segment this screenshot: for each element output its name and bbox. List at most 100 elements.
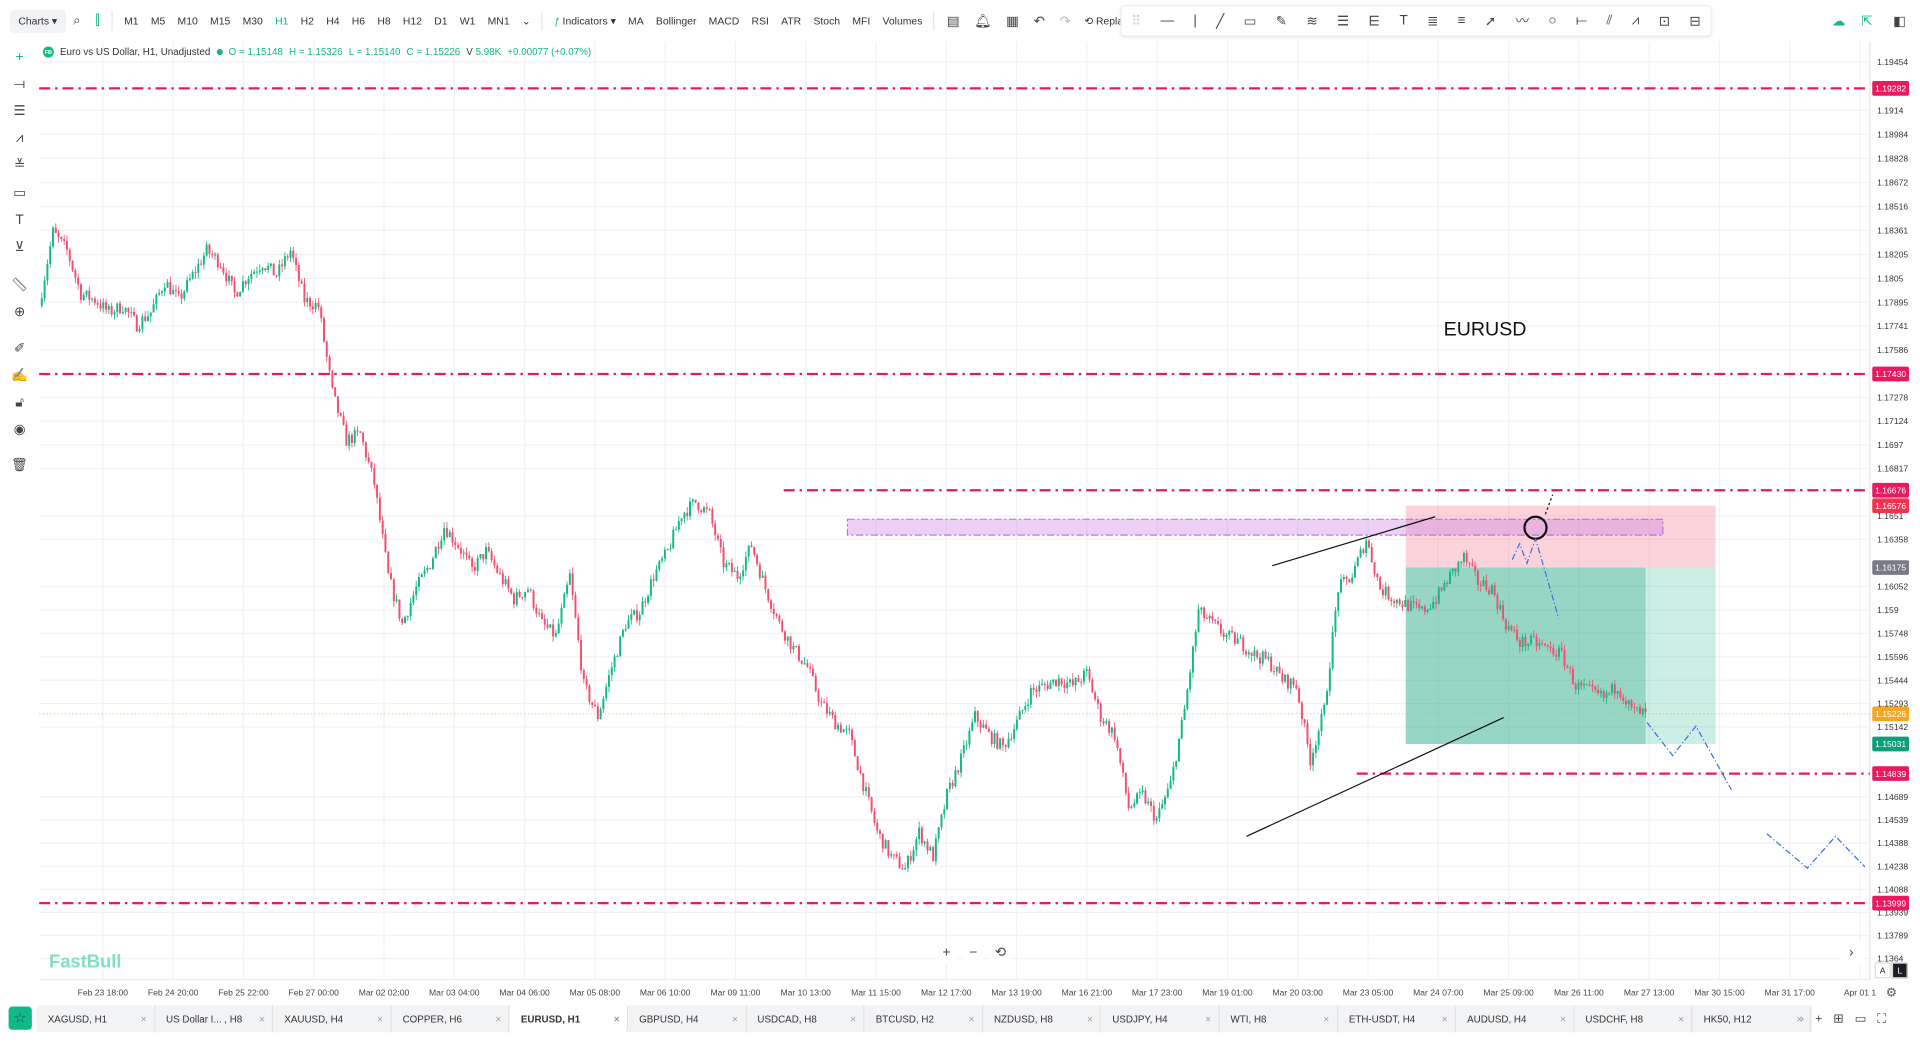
redo-icon[interactable]: ↷ bbox=[1059, 14, 1071, 29]
timeframe-w1[interactable]: W1 bbox=[459, 14, 476, 27]
forecast-path-2[interactable] bbox=[1646, 722, 1732, 791]
timeframe-m30[interactable]: M30 bbox=[242, 14, 263, 27]
draw-mode-icon[interactable]: ✍ bbox=[11, 368, 28, 384]
symbol-tab[interactable]: WTI, H8 × bbox=[1220, 1005, 1338, 1033]
undo-icon[interactable]: ↶ bbox=[1033, 14, 1045, 29]
symbol-tab[interactable]: EURUSD, H1 × bbox=[509, 1005, 629, 1033]
pattern-tool-icon[interactable]: ⩘ bbox=[15, 131, 24, 146]
symbol-tab[interactable]: USDCAD, H8 × bbox=[746, 1005, 865, 1033]
ray-icon[interactable]: ⟝ bbox=[1575, 12, 1588, 28]
timeframe-h6[interactable]: H6 bbox=[351, 14, 366, 27]
symbol-name[interactable]: Euro vs US Dollar, H1, Unadjusted bbox=[60, 46, 211, 58]
scroll-right-button[interactable]: › bbox=[1840, 941, 1863, 964]
replay-button[interactable]: ⟲ Replay bbox=[1084, 14, 1129, 27]
close-tab-icon[interactable]: × bbox=[1205, 1013, 1211, 1025]
single-layout-icon[interactable]: ▭ bbox=[1854, 1012, 1867, 1026]
symbol-tab[interactable]: XAUUSD, H4 × bbox=[273, 1005, 392, 1033]
close-tab-icon[interactable]: × bbox=[495, 1013, 502, 1025]
vertical-line-icon[interactable]: | bbox=[1193, 13, 1197, 29]
lock-icon[interactable]: 🔓︎ bbox=[15, 395, 24, 411]
close-tab-icon[interactable]: × bbox=[850, 1013, 857, 1025]
stop-loss-zone[interactable] bbox=[1405, 505, 1716, 568]
indicator-stoch[interactable]: Stoch bbox=[813, 14, 841, 27]
chart-annotation-text[interactable]: EURUSD bbox=[1443, 319, 1527, 341]
timeframe-more-chevron-icon[interactable]: ⌄ bbox=[521, 14, 531, 27]
timeframe-h1[interactable]: H1 bbox=[275, 14, 289, 27]
charts-menu-button[interactable]: Charts ▾ bbox=[9, 9, 66, 33]
layout-icon[interactable]: ▤ bbox=[946, 14, 960, 29]
forecast-path-1[interactable] bbox=[1511, 536, 1560, 619]
candle-type-icon[interactable]: ⫿ bbox=[95, 12, 100, 28]
indicators-button[interactable]: ƒ Indicators ▾ bbox=[553, 14, 616, 27]
eye-icon[interactable]: ◉ bbox=[13, 422, 26, 438]
long-position-icon[interactable]: ⊡ bbox=[1658, 14, 1671, 29]
grid-layout-icon[interactable]: ⊞ bbox=[1833, 1012, 1844, 1026]
symbol-tab[interactable]: COPPER, H6 × bbox=[392, 1005, 510, 1033]
drag-handle-icon[interactable]: ⠿ bbox=[1131, 14, 1142, 29]
timeframe-m5[interactable]: M5 bbox=[150, 14, 166, 27]
arrow-icon[interactable]: ➚ bbox=[1484, 14, 1497, 29]
trash-icon[interactable]: 🗑︎ bbox=[11, 457, 29, 473]
close-tab-icon[interactable]: × bbox=[1796, 1013, 1803, 1025]
fullscreen-icon[interactable]: ⛶ bbox=[1877, 1012, 1886, 1026]
crosshair-icon[interactable]: + bbox=[15, 50, 24, 65]
close-tab-icon[interactable]: × bbox=[968, 1013, 975, 1025]
symbol-tab[interactable]: USDCHF, H8 × bbox=[1574, 1005, 1693, 1033]
rectangle-icon[interactable]: ▭ bbox=[1243, 14, 1257, 29]
zoom-in-button[interactable]: + bbox=[935, 941, 958, 964]
magnet-icon[interactable]: ✐ bbox=[13, 341, 26, 357]
line-tool-icon[interactable]: ⟞ bbox=[13, 77, 26, 92]
symbol-tab[interactable]: BTCUSD, H2 × bbox=[865, 1005, 983, 1033]
text-icon[interactable]: T bbox=[1399, 13, 1408, 29]
trend-line-icon[interactable]: ╱ bbox=[1216, 14, 1225, 29]
symbol-tab[interactable]: NZDUSD, H8 × bbox=[983, 1005, 1102, 1033]
timeframe-mn1[interactable]: MN1 bbox=[487, 14, 510, 27]
timeframe-h12[interactable]: H12 bbox=[402, 14, 422, 27]
cloud-upload-icon[interactable]: ☁ bbox=[1831, 14, 1846, 29]
projection-tool-icon[interactable]: ≚ bbox=[13, 157, 26, 173]
close-tab-icon[interactable]: × bbox=[1560, 1013, 1566, 1025]
horizontal-line-icon[interactable]: — bbox=[1160, 13, 1174, 29]
close-tab-icon[interactable]: × bbox=[1086, 1013, 1093, 1025]
close-tab-icon[interactable]: × bbox=[732, 1013, 738, 1025]
indicator-ma[interactable]: MA bbox=[628, 14, 644, 27]
indicator-bollinger[interactable]: Bollinger bbox=[655, 14, 697, 27]
close-tab-icon[interactable]: × bbox=[1441, 1013, 1448, 1025]
symbol-tab[interactable]: HK50, H12 × bbox=[1693, 1005, 1811, 1033]
levels-icon[interactable]: ≡ bbox=[1457, 13, 1466, 29]
favorites-star-button[interactable]: ☆ bbox=[8, 1006, 32, 1030]
calendar-icon[interactable]: ▦ bbox=[1006, 14, 1019, 29]
take-profit-zone[interactable] bbox=[1405, 567, 1716, 744]
timeframe-h4[interactable]: H4 bbox=[326, 14, 340, 27]
symbol-tab[interactable]: AUDUSD, H4 × bbox=[1456, 1005, 1575, 1033]
gann-icon[interactable]: ≣ bbox=[1427, 14, 1439, 29]
channel-icon[interactable]: ≋ bbox=[1306, 14, 1318, 29]
pitchfork-icon[interactable]: ⋿ bbox=[1368, 14, 1381, 29]
timeframe-h2[interactable]: H2 bbox=[300, 14, 314, 27]
forecast-path-3[interactable] bbox=[1766, 833, 1866, 870]
close-tab-icon[interactable]: × bbox=[613, 1013, 620, 1025]
shape-tool-icon[interactable]: ▭ bbox=[13, 186, 26, 201]
zoom-out-button[interactable]: − bbox=[962, 941, 985, 964]
close-tab-icon[interactable]: × bbox=[377, 1013, 384, 1025]
short-position-icon[interactable]: ⊟ bbox=[1689, 14, 1701, 29]
settings-gear-icon[interactable]: ⚙ bbox=[1885, 986, 1897, 1001]
close-tab-icon[interactable]: × bbox=[1323, 1013, 1330, 1025]
trend-line-upper[interactable] bbox=[1272, 516, 1436, 567]
text-tool-icon[interactable]: T bbox=[15, 213, 24, 228]
symbol-tab[interactable]: GBPUSD, H4 × bbox=[628, 1005, 747, 1033]
supply-zone-rect[interactable] bbox=[846, 518, 1664, 536]
fib-icon[interactable]: ☰ bbox=[1336, 14, 1350, 29]
pattern-icon[interactable]: ⩘ bbox=[1631, 12, 1640, 28]
path-icon[interactable]: 〰 bbox=[1515, 14, 1530, 30]
brush-icon[interactable]: ✎ bbox=[1275, 14, 1288, 29]
close-tab-icon[interactable]: × bbox=[1678, 1013, 1685, 1025]
circle-icon[interactable]: ○ bbox=[1548, 13, 1557, 29]
panel-toggle-icon[interactable]: ◧ bbox=[1893, 14, 1906, 29]
timeframe-m1[interactable]: M1 bbox=[124, 14, 139, 27]
indicator-atr[interactable]: ATR bbox=[781, 14, 802, 27]
symbol-tab[interactable]: US Dollar I... , H8 × bbox=[155, 1005, 274, 1033]
timeframe-m10[interactable]: M10 bbox=[177, 14, 198, 27]
symbol-tab[interactable]: ETH-USDT, H4 × bbox=[1338, 1005, 1457, 1033]
fib-tool-icon[interactable]: ☰ bbox=[13, 104, 26, 119]
